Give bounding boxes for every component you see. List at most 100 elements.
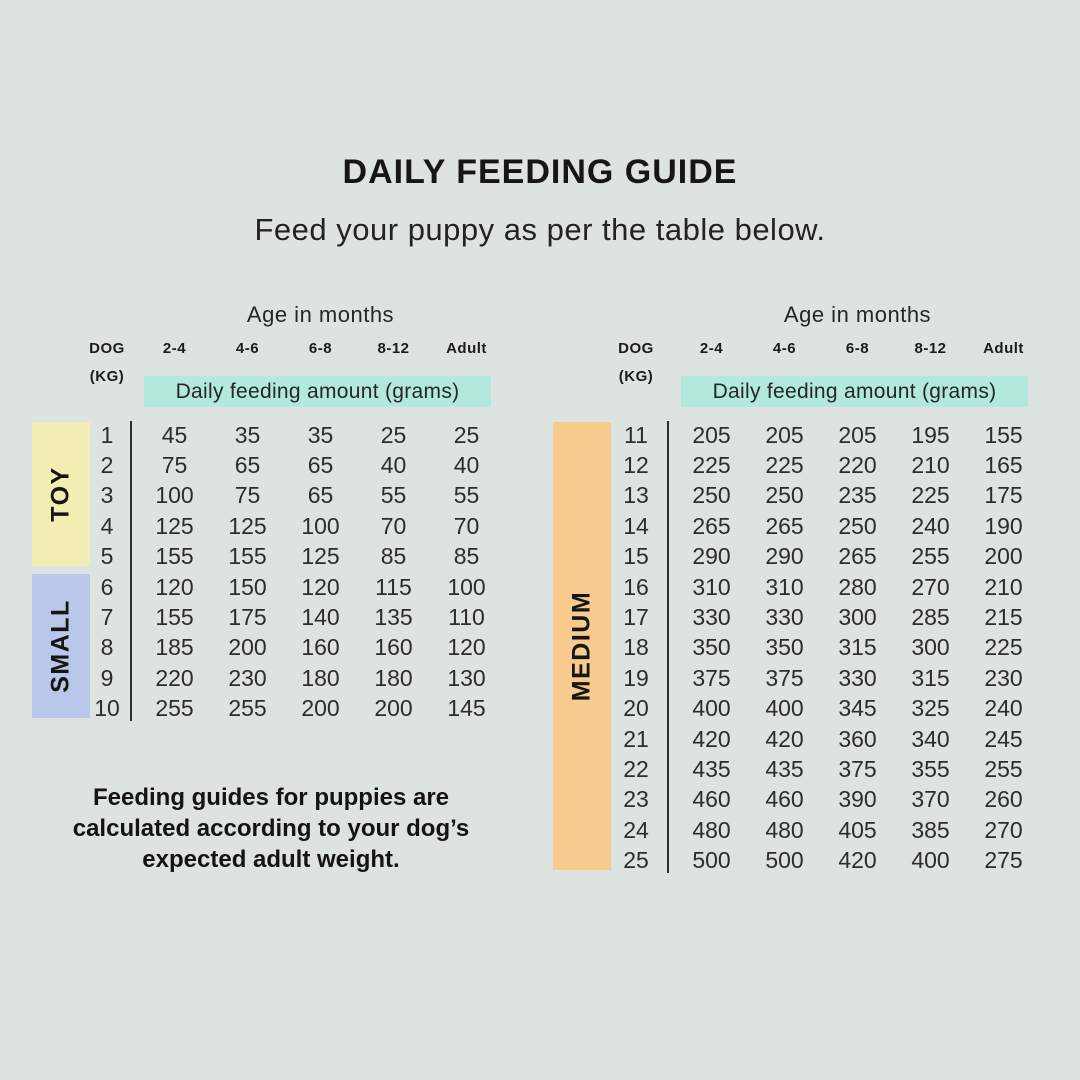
amount-cell: 235 bbox=[838, 482, 877, 509]
kg-cell: 18 bbox=[623, 634, 649, 661]
amount-cell: 385 bbox=[911, 816, 950, 843]
amount-cell: 250 bbox=[692, 482, 731, 509]
amount-cell: 375 bbox=[838, 756, 877, 783]
amount-cell: 400 bbox=[765, 695, 804, 722]
amount-cell: 210 bbox=[911, 452, 950, 479]
amount-cell: 130 bbox=[447, 664, 486, 691]
amount-cell: 480 bbox=[692, 816, 731, 843]
amount-cell: 250 bbox=[838, 512, 877, 539]
amount-cell: 315 bbox=[911, 664, 950, 691]
amount-cell: 310 bbox=[765, 573, 804, 600]
size-group-medium: MEDIUM bbox=[553, 422, 611, 870]
age-column-header: 8-12 bbox=[914, 340, 947, 357]
amount-cell: 370 bbox=[911, 786, 950, 813]
amount-cell: 400 bbox=[911, 847, 950, 874]
amount-cell: 200 bbox=[374, 695, 413, 722]
age-column-header: Adult bbox=[983, 340, 1024, 357]
size-group-label: MEDIUM bbox=[567, 590, 596, 702]
kg-cell: 11 bbox=[624, 421, 648, 448]
amount-cell: 330 bbox=[692, 604, 731, 631]
amount-cell: 270 bbox=[984, 816, 1023, 843]
amount-cell: 65 bbox=[307, 452, 334, 479]
size-group-label: TOY bbox=[46, 466, 75, 522]
size-group-toy: TOY bbox=[32, 422, 90, 566]
dog-kg-unit-label: (KG) bbox=[89, 368, 125, 385]
amount-cell: 65 bbox=[234, 452, 261, 479]
amount-cell: 325 bbox=[911, 695, 950, 722]
amount-cell: 420 bbox=[765, 725, 804, 752]
amount-cell: 300 bbox=[838, 604, 877, 631]
amount-cell: 200 bbox=[228, 634, 267, 661]
age-column-header: 4-6 bbox=[235, 340, 260, 357]
amount-cell: 120 bbox=[447, 634, 486, 661]
amount-cell: 180 bbox=[301, 664, 340, 691]
amount-cell: 315 bbox=[838, 634, 877, 661]
amount-cell: 85 bbox=[453, 543, 480, 570]
amount-cell: 150 bbox=[228, 573, 267, 600]
amount-cell: 55 bbox=[380, 482, 407, 509]
amount-cell: 25 bbox=[380, 421, 407, 448]
amount-cell: 115 bbox=[375, 573, 412, 600]
amount-cell: 500 bbox=[692, 847, 731, 874]
amount-cell: 360 bbox=[838, 725, 877, 752]
kg-cell: 4 bbox=[100, 512, 114, 539]
age-column-header: 2-4 bbox=[699, 340, 724, 357]
amount-cell: 280 bbox=[838, 573, 877, 600]
amount-cell: 240 bbox=[984, 695, 1023, 722]
age-column-header: 2-4 bbox=[162, 340, 187, 357]
amount-cell: 100 bbox=[447, 573, 486, 600]
amount-cell: 270 bbox=[911, 573, 950, 600]
kg-cell: 2 bbox=[100, 452, 114, 479]
amount-cell: 355 bbox=[911, 756, 950, 783]
feeding-table-toy-small: Age in months DOG (KG) 2-4 4-6 6-8 8-12 Adult Da… bbox=[32, 0, 503, 1080]
kg-data-divider-line bbox=[667, 421, 669, 873]
feeding-table-medium: Age in months DOG (KG) 2-4 4-6 6-8 8-12 Adult Da… bbox=[553, 0, 1040, 1080]
amount-cell: 255 bbox=[228, 695, 267, 722]
kg-cell: 16 bbox=[623, 573, 649, 600]
kg-data-divider-line bbox=[130, 421, 132, 721]
amount-cell: 125 bbox=[228, 512, 267, 539]
amount-cell: 120 bbox=[301, 573, 340, 600]
amount-cell: 175 bbox=[228, 604, 267, 631]
amount-cell: 300 bbox=[911, 634, 950, 661]
amount-cell: 250 bbox=[765, 482, 804, 509]
amount-cell: 100 bbox=[301, 512, 340, 539]
amount-cell: 420 bbox=[692, 725, 731, 752]
daily-feeding-amount-band: Daily feeding amount (grams) bbox=[681, 376, 1028, 407]
amount-cell: 375 bbox=[692, 664, 731, 691]
kg-cell: 24 bbox=[623, 816, 649, 843]
amount-cell: 255 bbox=[984, 756, 1023, 783]
daily-feeding-amount-band: Daily feeding amount (grams) bbox=[144, 376, 491, 407]
amount-cell: 480 bbox=[765, 816, 804, 843]
amount-cell: 290 bbox=[692, 543, 731, 570]
amount-cell: 180 bbox=[374, 664, 413, 691]
amount-cell: 230 bbox=[984, 664, 1023, 691]
kg-cell: 7 bbox=[100, 604, 114, 631]
kg-cell: 22 bbox=[623, 756, 649, 783]
dog-kg-unit-label: (KG) bbox=[618, 368, 654, 385]
page-subtitle: Feed your puppy as per the table below. bbox=[254, 212, 826, 247]
kg-cell: 12 bbox=[623, 452, 649, 479]
amount-cell: 255 bbox=[155, 695, 194, 722]
amount-cell: 345 bbox=[838, 695, 877, 722]
amount-cell: 155 bbox=[155, 604, 194, 631]
kg-cell: 6 bbox=[100, 573, 114, 600]
kg-cell: 20 bbox=[623, 695, 649, 722]
amount-cell: 205 bbox=[838, 421, 877, 448]
dog-kg-column-header: DOG bbox=[89, 340, 125, 357]
amount-cell: 205 bbox=[692, 421, 731, 448]
amount-cell: 265 bbox=[838, 543, 877, 570]
amount-cell: 35 bbox=[307, 421, 334, 448]
age-in-months-heading: Age in months bbox=[246, 302, 395, 327]
kg-cell: 13 bbox=[623, 482, 649, 509]
amount-cell: 220 bbox=[838, 452, 877, 479]
amount-cell: 155 bbox=[984, 421, 1023, 448]
kg-cell: 10 bbox=[94, 695, 120, 722]
kg-cell: 23 bbox=[623, 786, 649, 813]
amount-cell: 35 bbox=[234, 421, 261, 448]
amount-cell: 460 bbox=[765, 786, 804, 813]
age-column-header: 4-6 bbox=[772, 340, 797, 357]
amount-cell: 185 bbox=[155, 634, 194, 661]
amount-cell: 400 bbox=[692, 695, 731, 722]
